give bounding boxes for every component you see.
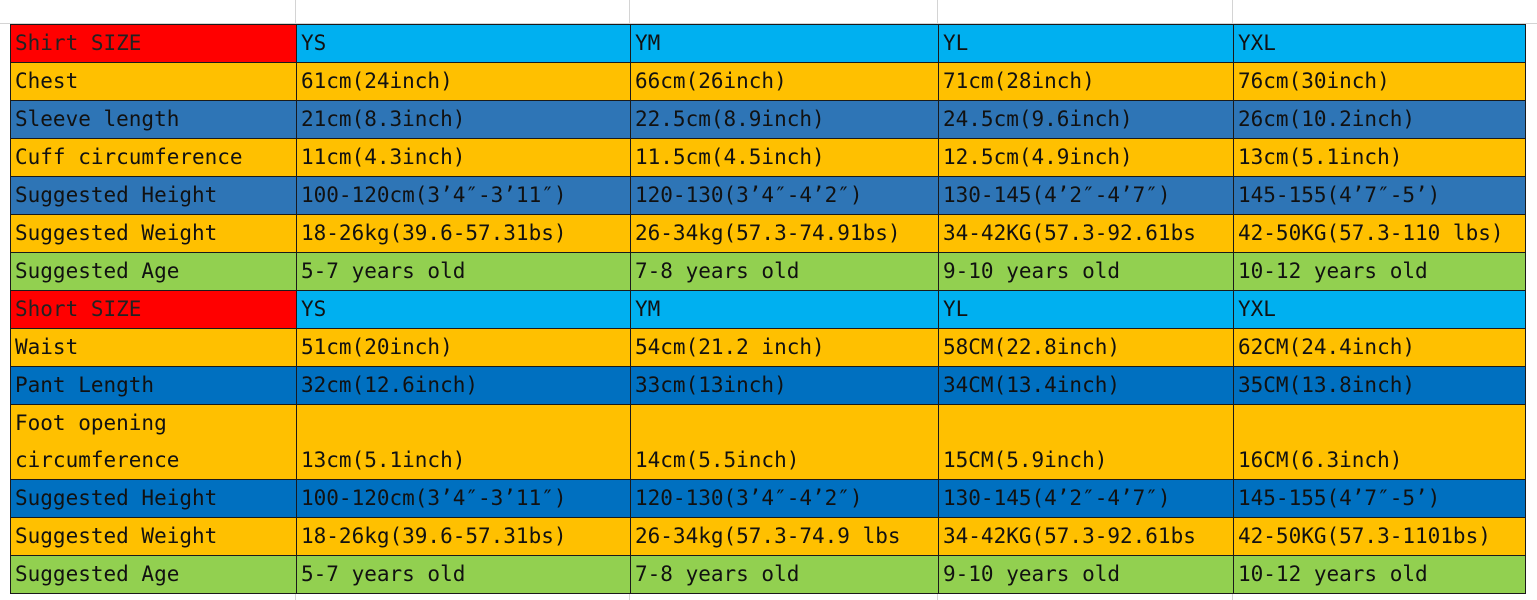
size-ys-header[interactable]: YS xyxy=(296,24,631,63)
table-cell[interactable]: 10-12 years old xyxy=(1233,252,1526,291)
row-label[interactable]: Pant Length xyxy=(10,366,297,405)
size-ys-header[interactable]: YS xyxy=(296,290,631,329)
table-cell[interactable]: 120-130(3’4″-4’2″) xyxy=(630,479,939,518)
shirt-size-label[interactable]: Shirt SIZE xyxy=(10,24,297,63)
table-cell[interactable]: 15CM(5.9inch) xyxy=(938,404,1234,480)
table-cell[interactable]: 145-155(4’7″-5’) xyxy=(1233,479,1526,518)
size-yxl-header[interactable]: YXL xyxy=(1233,24,1526,63)
size-yl-header[interactable]: YL xyxy=(938,290,1234,329)
row-label[interactable]: Cuff circumference xyxy=(10,138,297,177)
table-cell[interactable]: 26cm(10.2inch) xyxy=(1233,100,1526,139)
grid-line xyxy=(0,23,1537,24)
size-chart-table: Shirt SIZE YS YM YL YXL Chest 61cm(24inc… xyxy=(10,24,1526,594)
table-cell[interactable]: 7-8 years old xyxy=(630,555,939,594)
table-row: Suggested Height 100-120cm(3’4″-3’11″) 1… xyxy=(10,479,1526,518)
table-cell[interactable]: 21cm(8.3inch) xyxy=(296,100,631,139)
table-cell[interactable]: 130-145(4’2″-4’7″) xyxy=(938,479,1234,518)
table-row: Waist 51cm(20inch) 54cm(21.2 inch) 58CM(… xyxy=(10,328,1526,367)
table-cell[interactable]: 13cm(5.1inch) xyxy=(296,404,631,480)
table-cell[interactable]: 130-145(4’2″-4’7″) xyxy=(938,176,1234,215)
table-cell[interactable]: 58CM(22.8inch) xyxy=(938,328,1234,367)
table-cell[interactable]: 33cm(13inch) xyxy=(630,366,939,405)
table-cell[interactable]: 100-120cm(3’4″-3’11″) xyxy=(296,479,631,518)
table-cell[interactable]: 71cm(28inch) xyxy=(938,62,1234,101)
table-cell[interactable]: 34-42KG(57.3-92.61bs xyxy=(938,214,1234,253)
table-cell[interactable]: 22.5cm(8.9inch) xyxy=(630,100,939,139)
table-row: Sleeve length 21cm(8.3inch) 22.5cm(8.9in… xyxy=(10,100,1526,139)
row-label[interactable]: Chest xyxy=(10,62,297,101)
row-label[interactable]: Suggested Height xyxy=(10,176,297,215)
table-cell[interactable]: 62CM(24.4inch) xyxy=(1233,328,1526,367)
table-row: Cuff circumference 11cm(4.3inch) 11.5cm(… xyxy=(10,138,1526,177)
table-cell[interactable]: 34-42KG(57.3-92.61bs xyxy=(938,517,1234,556)
short-size-header-row: Short SIZE YS YM YL YXL xyxy=(10,290,1526,329)
table-cell[interactable]: 26-34kg(57.3-74.9 lbs xyxy=(630,517,939,556)
row-label[interactable]: Suggested Weight xyxy=(10,517,297,556)
table-cell[interactable]: 16CM(6.3inch) xyxy=(1233,404,1526,480)
table-cell[interactable]: 120-130(3’4″-4’2″) xyxy=(630,176,939,215)
table-cell[interactable]: 35CM(13.8inch) xyxy=(1233,366,1526,405)
table-row: Suggested Weight 18-26kg(39.6-57.31bs) 2… xyxy=(10,517,1526,556)
size-ym-header[interactable]: YM xyxy=(630,24,939,63)
table-cell[interactable]: 9-10 years old xyxy=(938,252,1234,291)
table-cell[interactable]: 42-50KG(57.3-110 lbs) xyxy=(1233,214,1526,253)
table-cell[interactable]: 9-10 years old xyxy=(938,555,1234,594)
table-cell[interactable]: 34CM(13.4inch) xyxy=(938,366,1234,405)
row-label[interactable]: Suggested Age xyxy=(10,252,297,291)
table-cell[interactable]: 18-26kg(39.6-57.31bs) xyxy=(296,214,631,253)
table-row: Suggested Age 5-7 years old 7-8 years ol… xyxy=(10,555,1526,594)
row-label[interactable]: Foot opening circumference xyxy=(10,404,297,480)
table-row: Suggested Age 5-7 years old 7-8 years ol… xyxy=(10,252,1526,291)
table-row: Suggested Height 100-120cm(3’4″-3’11″) 1… xyxy=(10,176,1526,215)
table-row: Foot opening circumference 13cm(5.1inch)… xyxy=(10,404,1526,480)
table-cell[interactable]: 5-7 years old xyxy=(296,252,631,291)
table-cell[interactable]: 51cm(20inch) xyxy=(296,328,631,367)
table-row: Chest 61cm(24inch) 66cm(26inch) 71cm(28i… xyxy=(10,62,1526,101)
table-cell[interactable]: 11cm(4.3inch) xyxy=(296,138,631,177)
table-cell[interactable]: 26-34kg(57.3-74.91bs) xyxy=(630,214,939,253)
size-yxl-header[interactable]: YXL xyxy=(1233,290,1526,329)
table-row: Suggested Weight 18-26kg(39.6-57.31bs) 2… xyxy=(10,214,1526,253)
row-label[interactable]: Waist xyxy=(10,328,297,367)
table-cell[interactable]: 100-120cm(3’4″-3’11″) xyxy=(296,176,631,215)
size-ym-header[interactable]: YM xyxy=(630,290,939,329)
row-label[interactable]: Suggested Height xyxy=(10,479,297,518)
table-cell[interactable]: 5-7 years old xyxy=(296,555,631,594)
table-cell[interactable]: 18-26kg(39.6-57.31bs) xyxy=(296,517,631,556)
table-cell[interactable]: 7-8 years old xyxy=(630,252,939,291)
table-cell[interactable]: 32cm(12.6inch) xyxy=(296,366,631,405)
table-cell[interactable]: 10-12 years old xyxy=(1233,555,1526,594)
size-yl-header[interactable]: YL xyxy=(938,24,1234,63)
shirt-size-header-row: Shirt SIZE YS YM YL YXL xyxy=(10,24,1526,63)
row-label[interactable]: Suggested Weight xyxy=(10,214,297,253)
table-cell[interactable]: 14cm(5.5inch) xyxy=(630,404,939,480)
table-cell[interactable]: 61cm(24inch) xyxy=(296,62,631,101)
table-cell[interactable]: 54cm(21.2 inch) xyxy=(630,328,939,367)
row-label[interactable]: Sleeve length xyxy=(10,100,297,139)
table-cell[interactable]: 145-155(4’7″-5’) xyxy=(1233,176,1526,215)
table-cell[interactable]: 13cm(5.1inch) xyxy=(1233,138,1526,177)
table-cell[interactable]: 42-50KG(57.3-1101bs) xyxy=(1233,517,1526,556)
short-size-label[interactable]: Short SIZE xyxy=(10,290,297,329)
table-cell[interactable]: 76cm(30inch) xyxy=(1233,62,1526,101)
table-cell[interactable]: 12.5cm(4.9inch) xyxy=(938,138,1234,177)
table-cell[interactable]: 66cm(26inch) xyxy=(630,62,939,101)
row-label[interactable]: Suggested Age xyxy=(10,555,297,594)
table-cell[interactable]: 11.5cm(4.5inch) xyxy=(630,138,939,177)
table-cell[interactable]: 24.5cm(9.6inch) xyxy=(938,100,1234,139)
table-row: Pant Length 32cm(12.6inch) 33cm(13inch) … xyxy=(10,366,1526,405)
